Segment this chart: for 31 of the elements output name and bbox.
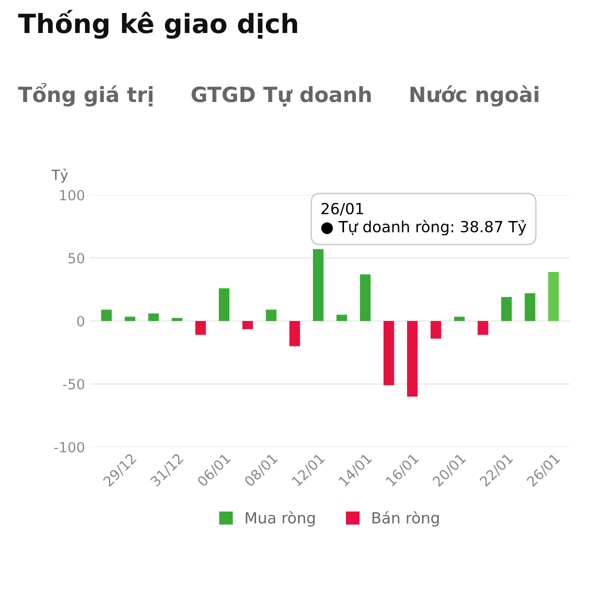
bar [478,321,488,335]
chart-title: Thống kê giao dịch [18,10,298,39]
bar [242,321,253,330]
bar [360,274,371,321]
bar [195,321,206,335]
bar [548,272,559,321]
y-tick-label: 50 [68,252,84,264]
y-tick-label: -50 [63,378,84,390]
bar [407,321,418,397]
y-axis-title: Tỷ [52,168,68,183]
bar [289,321,300,346]
bar [454,316,465,321]
legend-label: Mua ròng [246,511,315,527]
y-tick-label: -100 [54,442,84,452]
bar [266,310,276,321]
y-tick-label: 100 [60,190,84,200]
bar [124,316,136,321]
bar [312,249,324,321]
bar [501,297,512,321]
bar [430,321,442,339]
chart-subtitle: Tổng giá trị GTGD Tự doanh Nước ngoài [18,82,538,106]
bar [101,310,112,321]
bar [148,313,159,321]
y-tick-label: 0 [77,316,84,326]
bar [524,293,536,321]
legend-label: Bán ròng [372,511,439,527]
bar [218,288,230,321]
annotation: 26/01 ● Tự doanh ròng: 38.87 Tỷ [321,202,526,236]
bar [336,314,348,321]
bar [172,318,182,321]
bar [384,321,394,386]
